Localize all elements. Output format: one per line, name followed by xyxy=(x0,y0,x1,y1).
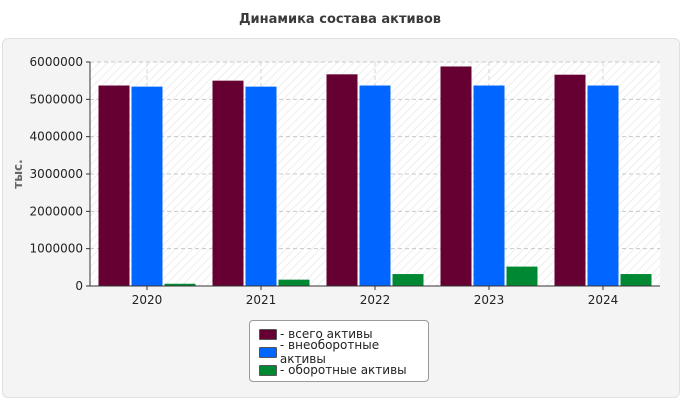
bar-2020-series-2 xyxy=(164,283,196,286)
legend-swatch xyxy=(259,346,277,358)
x-tick-label: 2020 xyxy=(132,293,163,307)
bar-2024-series-0 xyxy=(554,74,586,287)
bar-2024-series-2 xyxy=(620,274,652,286)
bar-2022-series-0 xyxy=(326,74,358,286)
bar-2023-series-2 xyxy=(506,266,538,286)
legend-label: - оборотные активы xyxy=(280,363,407,377)
y-tick-label: 1000000 xyxy=(30,242,83,256)
bar-2020-series-0 xyxy=(98,85,130,287)
x-tick-label: 2022 xyxy=(360,293,391,307)
legend-swatch xyxy=(259,364,277,376)
y-axis-label: тыс. xyxy=(11,159,25,188)
bar-2021-series-1 xyxy=(245,86,277,286)
chart-title: Динамика состава активов xyxy=(238,12,442,27)
x-tick-label: 2023 xyxy=(474,293,505,307)
legend-label: - всего активы xyxy=(280,327,373,341)
y-tick-label: 0 xyxy=(75,279,83,293)
y-tick-label: 4000000 xyxy=(30,130,83,144)
legend-item-0: - всего активы xyxy=(259,325,428,343)
y-tick-label: 5000000 xyxy=(30,92,83,106)
legend-label: - внеоборотные активы xyxy=(279,338,380,366)
legend-item-1: - внеоборотные активы xyxy=(259,338,428,366)
x-tick-label: 2021 xyxy=(246,293,277,307)
y-tick-label: 3000000 xyxy=(30,167,83,181)
legend-item-2: - оборотные активы xyxy=(259,361,428,379)
bar-2023-series-0 xyxy=(440,66,472,286)
bar-2023-series-1 xyxy=(473,85,505,287)
y-tick-label: 2000000 xyxy=(30,204,83,218)
bar-2022-series-1 xyxy=(359,85,391,287)
bar-2024-series-1 xyxy=(587,85,619,287)
bar-2021-series-2 xyxy=(278,279,310,286)
bar-2021-series-0 xyxy=(212,80,244,287)
x-tick-label: 2024 xyxy=(588,293,619,307)
bar-2020-series-1 xyxy=(131,86,163,286)
legend: - всего активы - внеоборотные активы - обо… xyxy=(249,320,429,382)
bar-2022-series-2 xyxy=(392,274,424,286)
legend-swatch xyxy=(259,328,277,340)
y-tick-label: 6000000 xyxy=(30,55,83,69)
